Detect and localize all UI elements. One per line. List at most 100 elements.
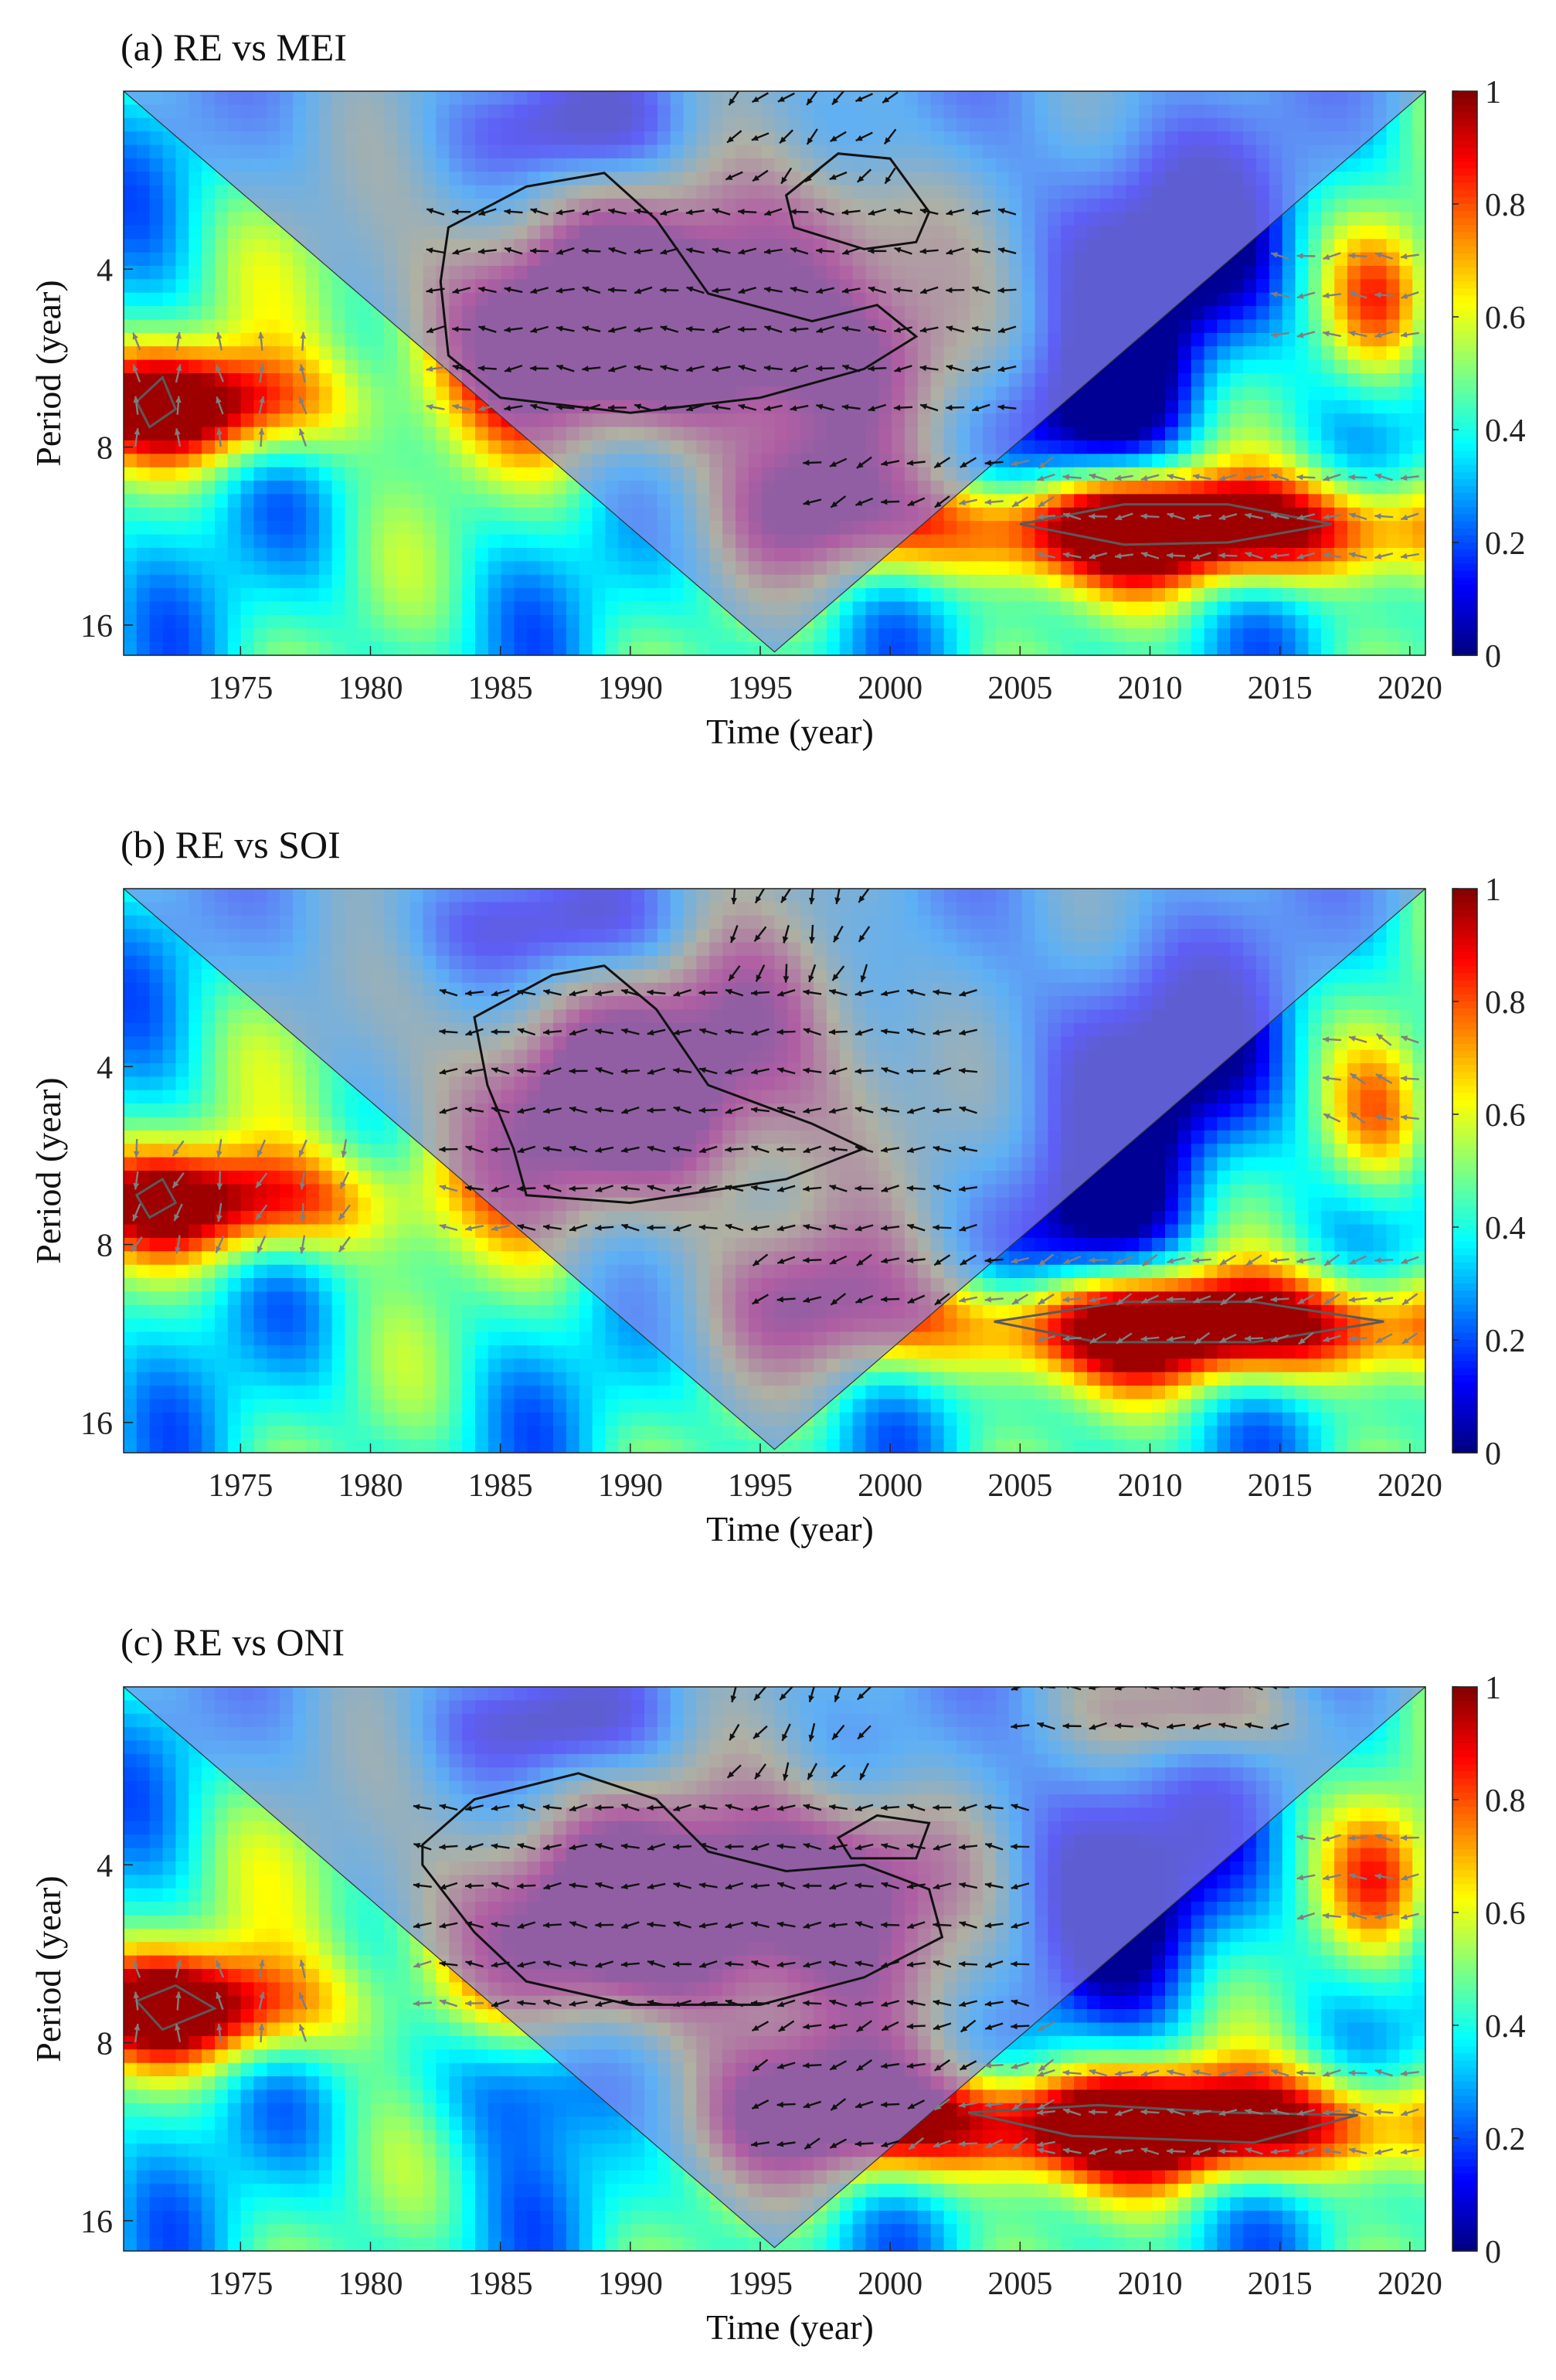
- heatmap-cell: [1099, 507, 1114, 522]
- heatmap-cell: [996, 548, 1010, 563]
- heatmap-cell: [136, 279, 151, 294]
- heatmap-cell: [202, 413, 216, 428]
- heatmap-cell: [605, 521, 620, 536]
- heatmap-cell: [527, 574, 542, 589]
- heatmap-cell: [149, 373, 164, 388]
- heatmap-cell: [1152, 628, 1166, 643]
- phase-arrow: [830, 495, 847, 508]
- heatmap-cell: [345, 548, 359, 563]
- heatmap-cell: [644, 601, 658, 616]
- heatmap-cell: [175, 574, 190, 589]
- heatmap-cell: [175, 548, 190, 563]
- heatmap-cell: [1308, 359, 1323, 374]
- heatmap-cell: [1412, 144, 1425, 159]
- heatmap-cell: [149, 306, 164, 321]
- heatmap-cell: [1204, 413, 1218, 428]
- heatmap-cell: [475, 413, 489, 428]
- phase-arrow: [997, 325, 1017, 333]
- heatmap-cell: [1165, 413, 1179, 428]
- heatmap-cell: [475, 574, 489, 589]
- heatmap-cell: [956, 548, 971, 563]
- heatmap-cell: [1048, 601, 1062, 616]
- heatmap-cell: [371, 561, 385, 576]
- heatmap-cell: [1282, 494, 1296, 508]
- heatmap-cell: [1230, 292, 1244, 307]
- heatmap-cell: [1074, 494, 1088, 508]
- heatmap-cell: [305, 306, 320, 321]
- colorbar-segment: [1452, 267, 1477, 275]
- heatmap-cell: [1386, 306, 1401, 321]
- heatmap-cell: [905, 641, 919, 655]
- heatmap-cell: [1230, 467, 1244, 481]
- heatmap-cell: [1412, 521, 1425, 536]
- heatmap-cell: [1035, 534, 1049, 549]
- heatmap-cell: [331, 386, 346, 401]
- heatmap-cell: [1308, 440, 1323, 455]
- heatmap-cell: [1021, 641, 1036, 655]
- heatmap-cell: [215, 521, 229, 536]
- heatmap-cell: [488, 601, 502, 616]
- phase-arrow: [452, 209, 471, 216]
- phase-arrow: [1038, 456, 1055, 469]
- heatmap-cell: [189, 292, 202, 307]
- heatmap-cell: [1191, 601, 1205, 616]
- heatmap-cell: [930, 601, 945, 616]
- heatmap-cell: [1177, 601, 1192, 616]
- heatmap-cell: [1334, 279, 1348, 294]
- heatmap-cell: [280, 346, 294, 361]
- phase-arrow: [946, 365, 965, 372]
- heatmap-cell: [371, 641, 385, 655]
- heatmap-cell: [396, 588, 411, 603]
- heatmap-cell: [1282, 454, 1296, 468]
- heatmap-cell: [1048, 574, 1062, 589]
- heatmap-cell: [1204, 481, 1218, 495]
- heatmap-cell: [1152, 574, 1166, 589]
- heatmap-cell: [396, 614, 411, 630]
- heatmap-cell: [293, 628, 307, 643]
- heatmap-cell: [1412, 902, 1425, 916]
- heatmap-cell: [1386, 131, 1401, 146]
- heatmap-cell: [1021, 588, 1036, 603]
- heatmap-cell: [409, 614, 424, 630]
- heatmap-cell: [514, 561, 528, 576]
- heatmap-cell: [371, 359, 385, 374]
- heatmap-cell: [202, 373, 216, 388]
- heatmap-cell: [1217, 386, 1232, 401]
- heatmap-cell: [175, 158, 190, 173]
- heatmap-cell: [1126, 359, 1140, 374]
- heatmap-cell: [1295, 199, 1310, 213]
- heatmap-cell: [1412, 212, 1425, 226]
- heatmap-cell: [917, 574, 932, 589]
- heatmap-cell: [331, 292, 346, 307]
- heatmap-cell: [331, 641, 346, 655]
- heatmap-cell: [488, 427, 502, 441]
- heatmap-cell: [409, 641, 424, 655]
- heatmap-cell: [409, 561, 424, 576]
- heatmap-cell: [1177, 574, 1192, 589]
- heatmap-cell: [1230, 548, 1244, 563]
- heatmap-cell: [253, 628, 268, 643]
- heatmap-cell: [202, 467, 216, 481]
- heatmap-cell: [136, 561, 151, 576]
- heatmap-cell: [253, 574, 268, 589]
- heatmap-cell: [331, 440, 346, 455]
- heatmap-cell: [553, 494, 567, 508]
- heatmap-cell: [1321, 427, 1335, 441]
- heatmap-cell: [540, 561, 554, 576]
- heatmap-cell: [384, 386, 398, 401]
- heatmap-cell: [1099, 413, 1114, 428]
- heatmap-cell: [136, 306, 151, 321]
- heatmap-cell: [280, 386, 294, 401]
- heatmap-cell: [1269, 574, 1283, 589]
- heatmap-cell: [514, 494, 528, 508]
- heatmap-cell: [631, 548, 645, 563]
- heatmap-cell: [1243, 413, 1257, 428]
- colorbar-segment: [1452, 148, 1477, 155]
- heatmap-cell: [996, 574, 1010, 589]
- phase-arrow: [175, 428, 182, 447]
- heatmap-cell: [1282, 252, 1296, 267]
- heatmap-cell: [592, 548, 606, 563]
- phase-arrow: [555, 209, 575, 216]
- heatmap-cell: [826, 628, 841, 643]
- heatmap-cell: [501, 641, 515, 655]
